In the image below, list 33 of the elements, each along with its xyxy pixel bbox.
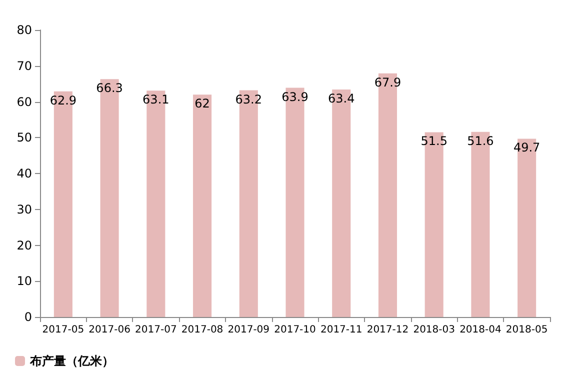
- legend-label: 布产量（亿米）: [29, 354, 114, 368]
- y-tick-label: 20: [16, 238, 32, 252]
- y-tick-label: 30: [16, 202, 32, 216]
- data-label: 67.9: [374, 75, 402, 90]
- y-tick-label: 60: [16, 94, 32, 109]
- x-tick-label: 2017-05: [42, 324, 84, 336]
- y-tick-label: 40: [16, 166, 32, 180]
- data-label: 63.4: [328, 92, 355, 106]
- data-label: 62.9: [50, 93, 77, 108]
- data-label: 62: [194, 96, 210, 111]
- y-tick-label: 70: [16, 58, 32, 73]
- data-label: 63.2: [235, 92, 262, 106]
- x-tick-label: 2017-07: [135, 324, 177, 336]
- data-label: 66.3: [96, 81, 123, 96]
- x-tick-label: 2017-08: [181, 324, 224, 336]
- x-tick-label: 2018-05: [506, 324, 548, 336]
- y-tick-label: 50: [16, 130, 32, 145]
- data-label: 63.1: [142, 92, 170, 107]
- data-label: 49.7: [513, 140, 540, 155]
- x-tick-label: 2017-11: [320, 324, 362, 336]
- y-tick-label: 80: [16, 23, 32, 37]
- x-tick-label: 2017-10: [274, 324, 316, 336]
- x-tick-label: 2018-03: [413, 324, 455, 336]
- x-tick-label: 2018-04: [460, 324, 502, 336]
- bar: [193, 94, 212, 317]
- x-tick-label: 2017-06: [88, 324, 130, 336]
- y-tick-label: 10: [16, 274, 32, 288]
- x-tick-label: 2017-12: [366, 324, 409, 336]
- data-label: 63.9: [282, 90, 308, 104]
- data-label: 51.5: [420, 134, 448, 148]
- data-label: 51.6: [467, 134, 494, 148]
- x-tick-label: 2017-09: [228, 324, 270, 336]
- y-tick-label: 0: [24, 310, 32, 324]
